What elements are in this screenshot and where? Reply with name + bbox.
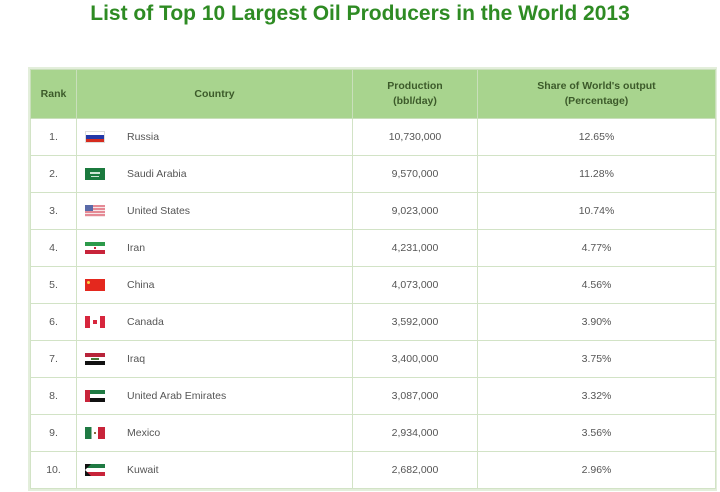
production-cell: 3,592,000 [352, 303, 478, 341]
header-production-line2: (bbl/day) [393, 95, 437, 107]
production-cell: 3,400,000 [352, 340, 478, 378]
rank-cell: 5. [30, 266, 77, 304]
country-name: Iraq [127, 353, 146, 366]
united-states-flag-icon [85, 205, 105, 218]
country-name: Iran [127, 242, 146, 255]
page-title: List of Top 10 Largest Oil Producers in … [90, 2, 630, 25]
saudi-arabia-flag-icon [85, 168, 105, 181]
uae-flag-icon [85, 390, 105, 403]
country-name: China [127, 279, 155, 292]
country-name: United Arab Emirates [127, 390, 227, 403]
china-flag-icon [85, 279, 105, 292]
rank-cell: 3. [30, 192, 77, 230]
rank-cell: 6. [30, 303, 77, 341]
rank-cell: 2. [30, 155, 77, 193]
canada-flag-icon [85, 316, 105, 329]
table-header-row: Rank Country Production (bbl/day) Share o… [30, 69, 716, 119]
table-frame [28, 67, 717, 491]
share-cell: 11.28% [477, 155, 716, 193]
table-row: 7. Iraq 3,400,000 3.75% [30, 340, 716, 378]
header-share: Share of World's output (Percentage) [477, 69, 716, 119]
country-name: Mexico [127, 427, 161, 440]
table-row: 2. Saudi Arabia 9,570,000 11.28% [30, 155, 716, 193]
production-cell: 2,934,000 [352, 414, 478, 452]
country-cell: Canada [76, 303, 353, 341]
header-rank: Rank [30, 69, 77, 119]
production-cell: 4,231,000 [352, 229, 478, 267]
country-name: Canada [127, 316, 164, 329]
rank-cell: 7. [30, 340, 77, 378]
header-production: Production (bbl/day) [352, 69, 478, 119]
table-row: 1. Russia 10,730,000 12.65% [30, 118, 716, 156]
country-cell: United Arab Emirates [76, 377, 353, 415]
production-cell: 3,087,000 [352, 377, 478, 415]
country-cell: United States [76, 192, 353, 230]
share-cell: 2.96% [477, 451, 716, 489]
header-production-line1: Production [387, 80, 443, 92]
production-cell: 9,023,000 [352, 192, 478, 230]
iraq-flag-icon [85, 353, 105, 366]
table-row: 4. Iran 4,231,000 4.77% [30, 229, 716, 267]
country-name: Russia [127, 131, 160, 144]
russia-flag-icon [85, 131, 105, 144]
production-cell: 2,682,000 [352, 451, 478, 489]
country-name: Saudi Arabia [127, 168, 187, 181]
country-cell: Iran [76, 229, 353, 267]
country-name: Kuwait [127, 464, 159, 477]
oil-producers-table: Rank Country Production (bbl/day) Share o… [30, 69, 716, 489]
country-cell: Kuwait [76, 451, 353, 489]
table-row: 3. United States 9,023,000 10.74% [30, 192, 716, 230]
country-cell: Mexico [76, 414, 353, 452]
share-cell: 3.75% [477, 340, 716, 378]
header-share-line2: (Percentage) [564, 95, 629, 107]
iran-flag-icon [85, 242, 105, 255]
share-cell: 12.65% [477, 118, 716, 156]
share-cell: 4.56% [477, 266, 716, 304]
rank-cell: 8. [30, 377, 77, 415]
kuwait-flag-icon [85, 464, 105, 477]
production-cell: 4,073,000 [352, 266, 478, 304]
mexico-flag-icon [85, 427, 105, 440]
rank-cell: 9. [30, 414, 77, 452]
production-cell: 9,570,000 [352, 155, 478, 193]
country-cell: Iraq [76, 340, 353, 378]
share-cell: 3.56% [477, 414, 716, 452]
share-cell: 4.77% [477, 229, 716, 267]
country-cell: Saudi Arabia [76, 155, 353, 193]
table-row: 9. Mexico 2,934,000 3.56% [30, 414, 716, 452]
rank-cell: 4. [30, 229, 77, 267]
share-cell: 3.90% [477, 303, 716, 341]
header-country: Country [76, 69, 353, 119]
rank-cell: 10. [30, 451, 77, 489]
table-row: 6. Canada 3,592,000 3.90% [30, 303, 716, 341]
country-name: United States [127, 205, 191, 218]
country-cell: China [76, 266, 353, 304]
table-row: 8. United Arab Emirates 3,087,000 3.32% [30, 377, 716, 415]
rank-cell: 1. [30, 118, 77, 156]
table-row: 5. China 4,073,000 4.56% [30, 266, 716, 304]
share-cell: 10.74% [477, 192, 716, 230]
header-share-line1: Share of World's output [537, 80, 656, 92]
table-row: 10. Kuwait 2,682,000 2.96% [30, 451, 716, 489]
production-cell: 10,730,000 [352, 118, 478, 156]
share-cell: 3.32% [477, 377, 716, 415]
country-cell: Russia [76, 118, 353, 156]
